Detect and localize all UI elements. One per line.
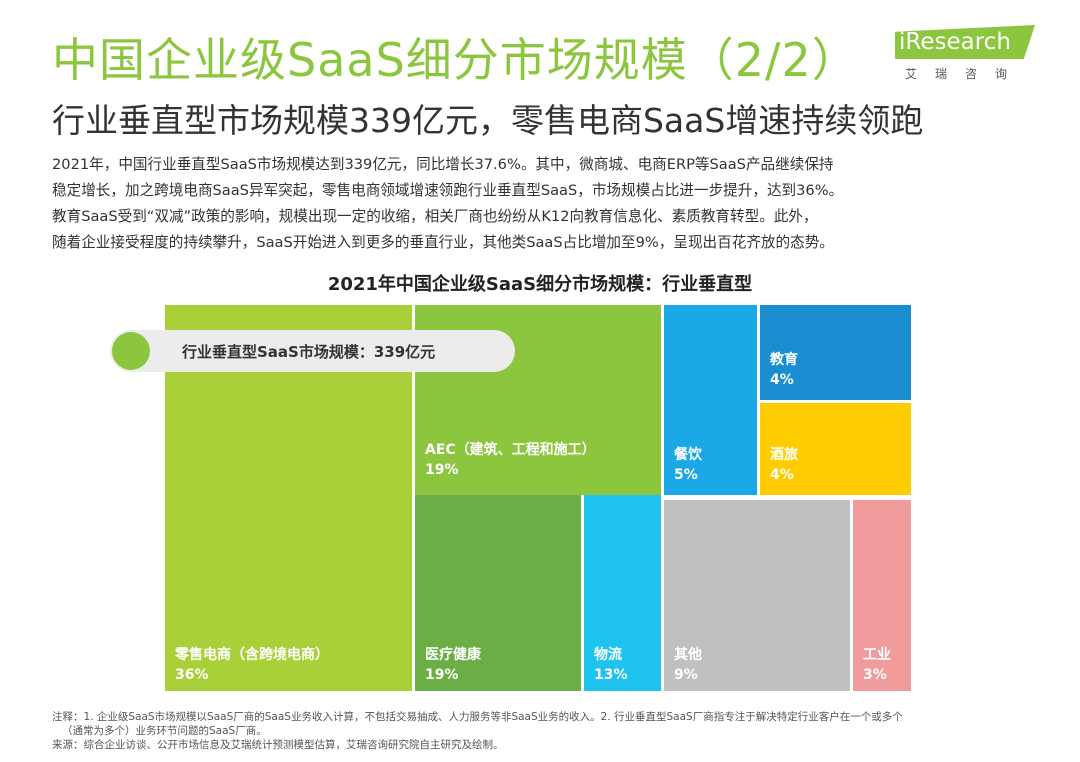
tile-value-label: 13% [594, 667, 628, 683]
tile-label: 工业 3% [863, 645, 891, 685]
tile-value-label: 36% [175, 667, 209, 683]
chart-title: 2021年中国企业级SaaS细分市场规模：行业垂直型 [327, 274, 753, 295]
iresearch-logo: iResearch 艾瑞咨询 [895, 25, 1045, 85]
tile-value-label: 5% [674, 467, 698, 483]
tile-category-name: 教育 [770, 352, 798, 368]
callout-text: 行业垂直型SaaS市场规模：339亿元 [182, 343, 436, 361]
footnote-line: 来源：综合企业访谈、公开市场信息及艾瑞统计预测模型估算，艾瑞咨询研究院自主研究及… [52, 739, 504, 751]
footnotes: 注释：1. 企业级SaaS市场规模以SaaS厂商的SaaS业务收入计算，不包括交… [52, 710, 1052, 752]
tile-category-name: 酒旅 [770, 447, 798, 463]
tile-category-name: 物流 [594, 647, 622, 663]
paragraph-line: 随着企业接受程度的持续攀升，SaaS开始进入到更多的垂直行业，其他类SaaS占比… [52, 234, 834, 251]
tile-value-label: 19% [425, 462, 459, 478]
footnote-line: （通常为多个）业务环节问题的SaaS厂商。 [62, 725, 267, 737]
summary-paragraph: 2021年，中国行业垂直型SaaS市场规模达到339亿元，同比增长37.6%。其… [52, 152, 1042, 256]
paragraph-line: 2021年，中国行业垂直型SaaS市场规模达到339亿元，同比增长37.6%。其… [52, 156, 834, 173]
tile-category-name: 其他 [674, 647, 702, 663]
treemap-tile-other: 其他 9% [664, 500, 850, 691]
tile-value-label: 4% [770, 467, 794, 483]
market-size-callout: 行业垂直型SaaS市场规模：339亿元 [110, 330, 515, 372]
treemap-tile-hotel-travel: 酒旅 4% [760, 403, 911, 495]
tile-category-name: 工业 [863, 647, 891, 663]
tile-label: 餐饮 5% [674, 445, 702, 485]
paragraph-line: 稳定增长，加之跨境电商SaaS异军突起，零售电商领域增速领跑行业垂直型SaaS，… [52, 182, 844, 199]
callout-dot-icon [112, 332, 150, 370]
paragraph-line: 教育SaaS受到“双减”政策的影响，规模出现一定的收缩，相关厂商也纷纷从K12向… [52, 208, 818, 225]
page-subtitle: 行业垂直型市场规模339亿元，零售电商SaaS增速持续领跑 [52, 101, 924, 140]
footnote-line: 注释：1. 企业级SaaS市场规模以SaaS厂商的SaaS业务收入计算，不包括交… [52, 711, 903, 723]
page-title: 中国企业级SaaS细分市场规模（2/2） [52, 33, 859, 87]
tile-label: 教育 4% [770, 350, 798, 390]
tile-label: AEC（建筑、工程和施工） 19% [425, 440, 596, 480]
tile-value-label: 3% [863, 667, 887, 683]
tile-category-name: AEC（建筑、工程和施工） [425, 442, 596, 458]
treemap-tile-healthcare: 医疗健康 19% [415, 495, 581, 691]
treemap-tile-education: 教育 4% [760, 305, 911, 400]
tile-label: 物流 13% [594, 645, 628, 685]
tile-label: 医疗健康 19% [425, 645, 481, 685]
tile-value-label: 4% [770, 372, 794, 388]
tile-label: 其他 9% [674, 645, 702, 685]
treemap-tile-logistics: 物流 13% [584, 495, 661, 691]
tile-value-label: 19% [425, 667, 459, 683]
logo-subtitle: 艾瑞咨询 [905, 67, 1026, 81]
tile-label: 酒旅 4% [770, 445, 798, 485]
tile-category-name: 餐饮 [674, 447, 702, 463]
tile-category-name: 医疗健康 [425, 647, 481, 663]
treemap-tile-industrial: 工业 3% [853, 500, 911, 691]
treemap-tile-aec: AEC（建筑、工程和施工） 19% [415, 305, 661, 495]
tile-value-label: 9% [674, 667, 698, 683]
tile-category-name: 零售电商（含跨境电商） [175, 647, 329, 663]
tile-label: 零售电商（含跨境电商） 36% [175, 645, 329, 685]
treemap-tile-catering: 餐饮 5% [664, 305, 757, 495]
logo-wordmark: iResearch [899, 29, 1011, 55]
